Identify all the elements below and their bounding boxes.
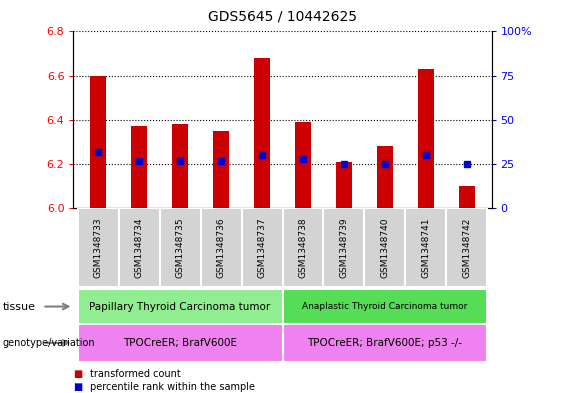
Text: GSM1348740: GSM1348740 xyxy=(380,217,389,278)
Bar xyxy=(77,289,282,324)
Text: transformed count: transformed count xyxy=(90,369,181,379)
Bar xyxy=(364,208,406,287)
Bar xyxy=(418,69,434,208)
Text: TPOCreER; BrafV600E; p53 -/-: TPOCreER; BrafV600E; p53 -/- xyxy=(307,338,463,348)
Bar xyxy=(324,208,364,287)
Bar xyxy=(406,208,446,287)
Bar xyxy=(172,124,188,208)
Bar xyxy=(119,208,159,287)
Bar xyxy=(446,208,488,287)
Text: GSM1348742: GSM1348742 xyxy=(463,217,471,278)
Text: GSM1348734: GSM1348734 xyxy=(134,217,144,278)
Bar xyxy=(336,162,352,208)
Bar xyxy=(241,208,282,287)
Text: GSM1348733: GSM1348733 xyxy=(94,217,102,278)
Bar xyxy=(282,208,324,287)
Bar xyxy=(201,208,241,287)
Bar xyxy=(77,208,119,287)
Text: GSM1348741: GSM1348741 xyxy=(421,217,431,278)
Bar xyxy=(77,324,282,362)
Text: GSM1348738: GSM1348738 xyxy=(298,217,307,278)
Bar xyxy=(90,75,106,208)
Text: GSM1348735: GSM1348735 xyxy=(176,217,185,278)
Text: ■: ■ xyxy=(73,369,82,379)
Bar xyxy=(459,186,475,208)
Text: TPOCreER; BrafV600E: TPOCreER; BrafV600E xyxy=(123,338,237,348)
Bar xyxy=(159,208,201,287)
Text: GSM1348737: GSM1348737 xyxy=(258,217,267,278)
Bar xyxy=(213,131,229,208)
Text: ■: ■ xyxy=(73,382,82,392)
Text: Papillary Thyroid Carcinoma tumor: Papillary Thyroid Carcinoma tumor xyxy=(89,301,271,312)
Bar xyxy=(295,122,311,208)
Text: tissue: tissue xyxy=(3,301,36,312)
Text: percentile rank within the sample: percentile rank within the sample xyxy=(90,382,255,392)
Text: GDS5645 / 10442625: GDS5645 / 10442625 xyxy=(208,10,357,24)
Text: GSM1348739: GSM1348739 xyxy=(340,217,349,278)
Bar xyxy=(282,324,488,362)
Text: genotype/variation: genotype/variation xyxy=(3,338,95,348)
Bar xyxy=(131,127,147,208)
Bar xyxy=(282,289,488,324)
Bar xyxy=(254,58,270,208)
Text: GSM1348736: GSM1348736 xyxy=(216,217,225,278)
Bar xyxy=(377,146,393,208)
Text: Anaplastic Thyroid Carcinoma tumor: Anaplastic Thyroid Carcinoma tumor xyxy=(302,302,468,311)
